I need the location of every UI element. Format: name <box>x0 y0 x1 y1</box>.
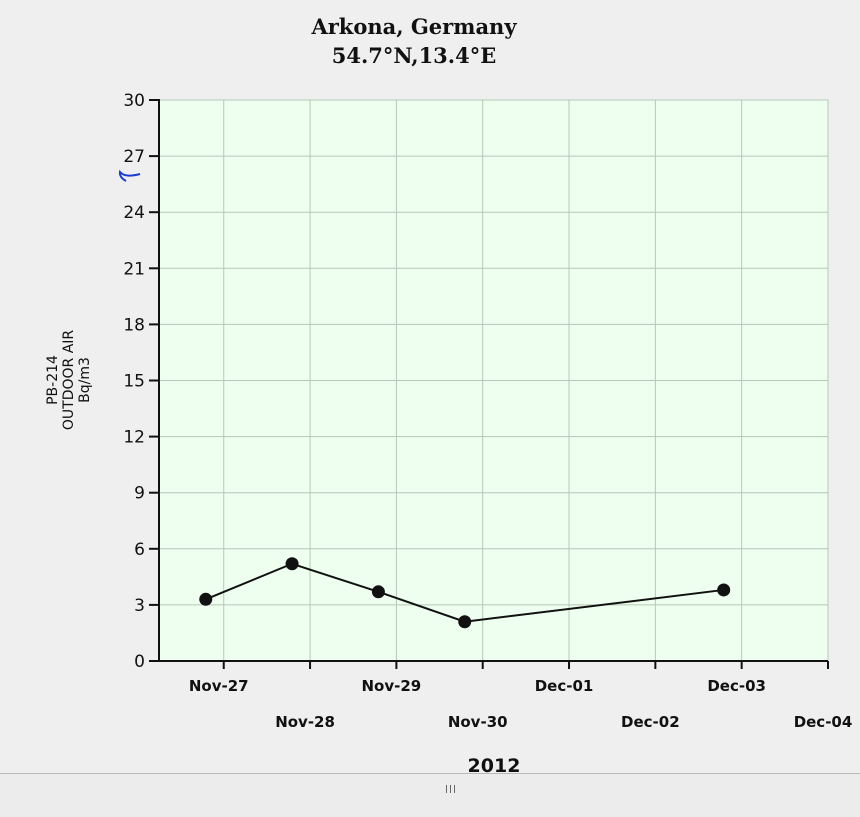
x-tick-label: Nov-28 <box>275 713 335 731</box>
y-tick-label: 24 <box>123 203 145 223</box>
y-tick-labels: 0 3 6 9 12 15 18 21 24 27 30 <box>123 91 145 672</box>
data-point <box>199 592 213 606</box>
chart-title-block: Arkona, Germany 54.7°N,13.4°E <box>0 12 828 70</box>
x-axis-title: 2012 <box>468 755 521 773</box>
data-point <box>458 615 472 629</box>
y-tick-label: 3 <box>134 596 145 616</box>
x-tick-label: Dec-01 <box>535 677 594 695</box>
data-point <box>371 585 385 599</box>
window-status-bar <box>0 773 860 817</box>
y-tick-label: 0 <box>134 652 145 672</box>
x-tick-label: Dec-02 <box>621 713 680 731</box>
y-tick-label: 12 <box>123 428 145 448</box>
x-tick-label: Nov-29 <box>362 677 422 695</box>
y-tick-label: 27 <box>123 147 145 167</box>
y-axis-title-line: Bq/m3 <box>77 357 93 403</box>
y-tick-label: 6 <box>134 540 145 560</box>
x-tick-label: Nov-30 <box>448 713 508 731</box>
y-tick-label: 18 <box>123 315 145 335</box>
series-pb214 <box>199 557 731 629</box>
x-tick-label: Dec-04 <box>794 713 853 731</box>
y-axis-title-line: PB-214 <box>45 355 61 405</box>
axes <box>149 99 829 669</box>
chart-title: Arkona, Germany <box>311 14 517 39</box>
y-axis-title-line: OUTDOOR AIR <box>61 330 77 431</box>
y-tick-label: 30 <box>123 91 145 111</box>
x-tick-label: Dec-03 <box>707 677 766 695</box>
x-tick-labels: Nov-27 Nov-28 Nov-29 Nov-30 Dec-01 Dec-02 Dec-… <box>189 677 852 731</box>
y-tick-label: 15 <box>123 372 145 392</box>
y-tick-label: 21 <box>123 259 145 279</box>
x-tick-label: Nov-27 <box>189 677 249 695</box>
annotation-mark <box>118 169 141 182</box>
chart-subtitle: 54.7°N,13.4°E <box>331 43 497 68</box>
gridlines <box>159 99 829 661</box>
data-point <box>285 557 299 571</box>
resize-grip-icon[interactable] <box>446 778 458 793</box>
y-tick-label: 9 <box>134 484 145 504</box>
data-point <box>717 583 731 597</box>
y-axis-title: PB-214OUTDOOR AIRBq/m3 <box>45 330 93 431</box>
